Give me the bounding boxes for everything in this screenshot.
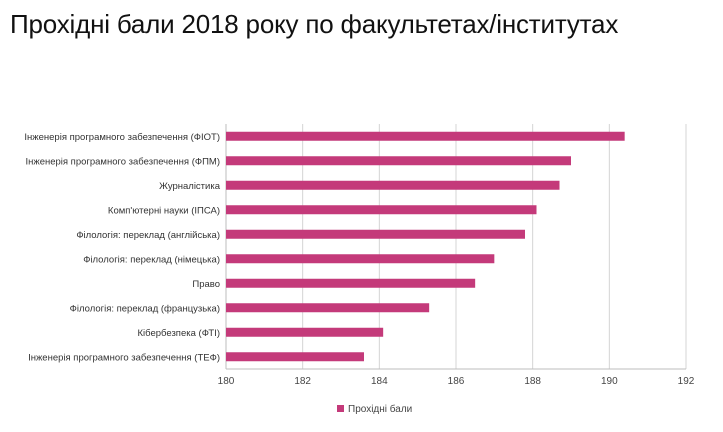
category-label-layer: Інженерія програмного забезпечення (ФІОТ… <box>24 132 220 364</box>
x-tick-label: 180 <box>218 376 235 387</box>
bar <box>226 156 571 166</box>
category-label: Філологія: переклад (англійська) <box>76 230 220 241</box>
bar <box>226 278 476 288</box>
x-tick-label: 182 <box>294 376 311 387</box>
bar <box>226 352 364 362</box>
x-tick-label: 192 <box>678 376 695 387</box>
category-label: Журналістика <box>159 181 221 192</box>
page-title: Прохідні бали 2018 року по факультетах/і… <box>10 9 619 39</box>
category-label: Філологія: переклад (німецька) <box>83 254 220 265</box>
bar <box>226 303 430 313</box>
bar <box>226 327 384 337</box>
legend-swatch <box>337 405 344 412</box>
category-label: Інженерія програмного забезпечення (ФІОТ… <box>24 132 220 143</box>
category-label: Філологія: переклад (французька) <box>70 303 220 314</box>
x-tick-label: 190 <box>601 376 618 387</box>
bar <box>226 254 495 264</box>
x-tick-label: 184 <box>371 376 388 387</box>
legend-label: Прохідні бали <box>348 403 412 415</box>
category-label: Інженерія програмного забезпечення (ТЕФ) <box>28 352 220 363</box>
bar <box>226 131 625 141</box>
category-label: Право <box>192 279 220 290</box>
category-label: Комп'ютерні науки (ІПСА) <box>108 205 220 216</box>
tick-label-layer: 180 182 184 186 188 190 192 <box>218 376 695 387</box>
category-label: Інженерія програмного забезпечення (ФПМ) <box>25 156 220 167</box>
bar <box>226 229 525 239</box>
bar <box>226 180 560 190</box>
bar-layer <box>226 131 625 362</box>
category-label: Кібербезпека (ФТІ) <box>138 328 221 339</box>
x-tick-label: 186 <box>448 376 465 387</box>
bar <box>226 205 537 215</box>
legend: Прохідні бали <box>337 403 412 415</box>
x-tick-label: 188 <box>524 376 541 387</box>
